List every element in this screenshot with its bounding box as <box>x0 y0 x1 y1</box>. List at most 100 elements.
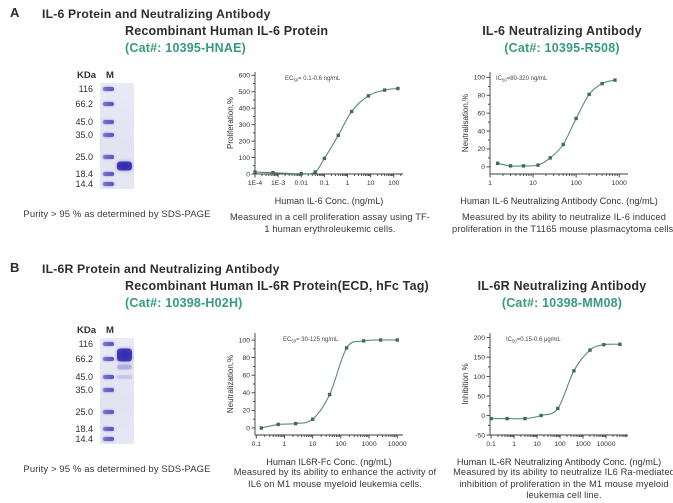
y-axis-label: Neutralization,% <box>226 355 235 413</box>
svg-text:20: 20 <box>242 408 250 415</box>
kda-marker-label: 116 <box>78 339 93 350</box>
kda-marker-label: 45.0 <box>75 117 93 128</box>
purity-note: Purity > 95 % as determined by SDS-PAGE <box>23 464 211 475</box>
kda-marker-label: 66.2 <box>75 99 93 110</box>
data-points <box>495 78 617 168</box>
panel-label: B <box>10 260 20 275</box>
panel-heading: IL-6 Protein and Neutralizing Antibody <box>42 7 271 21</box>
il6r-neutralization-chart: 0 20 40 60 80 100 0.1 1 10 100 1000 10000 Human IL6R… <box>226 333 407 467</box>
il6r-antibody-inhibition-chart: -50 0 50 100 150 200 0.1 1 10 100 1000 10000 Human I… <box>457 333 661 467</box>
x-axis-label: Human IL-6R Neutralizing Antibody Conc. … <box>457 457 661 467</box>
svg-text:200: 200 <box>239 138 251 145</box>
il6-proliferation-chart: 0 100 200 300 400 500 600 1E-4 1E-3 0.01 0.1 1 10 100… <box>226 72 403 206</box>
svg-text:10: 10 <box>309 441 317 448</box>
gel-image <box>100 83 134 189</box>
svg-text:0.01: 0.01 <box>295 180 308 187</box>
data-points <box>489 342 622 421</box>
kda-marker-label: 18.4 <box>75 424 93 435</box>
kda-marker-label: 25.0 <box>75 152 93 163</box>
y-axis-label: Neutralisation,% <box>461 94 470 152</box>
svg-text:1000: 1000 <box>361 441 376 448</box>
svg-text:1000: 1000 <box>612 180 627 187</box>
kda-label-column: 116 66.2 45.0 35.0 25.0 18.4 14.4 <box>66 338 96 444</box>
svg-text:0: 0 <box>481 413 485 420</box>
svg-text:20: 20 <box>477 146 485 153</box>
svg-text:1: 1 <box>283 441 287 448</box>
svg-text:10000: 10000 <box>597 441 616 448</box>
svg-text:100: 100 <box>335 441 347 448</box>
marker-band <box>103 120 114 125</box>
svg-text:10: 10 <box>533 441 541 448</box>
svg-text:100: 100 <box>570 180 582 187</box>
marker-band <box>103 342 114 347</box>
svg-text:80: 80 <box>477 93 485 100</box>
svg-text:100: 100 <box>474 75 486 82</box>
svg-text:0.1: 0.1 <box>320 180 330 187</box>
svg-text:1E-4: 1E-4 <box>248 180 263 187</box>
antibody-title-block: IL-6 Neutralizing Antibody (Cat#: 10395-… <box>462 24 662 55</box>
protein-caption: Measured by its ability to enhance the a… <box>233 467 437 489</box>
kda-marker-label: 66.2 <box>75 354 93 365</box>
svg-text:-50: -50 <box>475 432 485 439</box>
dose-response-curve <box>497 79 616 167</box>
svg-text:300: 300 <box>239 122 251 129</box>
panel-label: A <box>10 5 20 20</box>
ec50-annotation: EC50= 30-125 ng/mL <box>283 337 339 344</box>
kda-marker-label: 14.4 <box>75 178 93 189</box>
svg-text:0.1: 0.1 <box>252 441 262 448</box>
svg-text:400: 400 <box>239 105 251 112</box>
svg-text:50: 50 <box>477 393 485 400</box>
axes <box>251 72 403 178</box>
svg-text:1: 1 <box>512 441 516 448</box>
il6-antibody-neutralisation-chart: 0 20 40 60 80 100 1 10 100 1000 Human IL-6 Neutral… <box>460 72 658 206</box>
kda-marker-label: 116 <box>78 84 93 95</box>
kda-marker-label: 45.0 <box>75 372 93 383</box>
kda-header: KDa <box>76 70 96 81</box>
svg-text:100: 100 <box>388 180 400 187</box>
svg-text:100: 100 <box>239 155 251 162</box>
data-points <box>259 338 399 430</box>
protein-caption: Measured in a cell proliferation assay u… <box>230 212 430 234</box>
svg-text:100: 100 <box>239 337 251 344</box>
purity-note: Purity > 95 % as determined by SDS-PAGE <box>23 209 211 220</box>
svg-text:40: 40 <box>477 128 485 135</box>
antibody-catalog-number: (Cat#: 10398-MM08) <box>501 296 623 310</box>
kda-marker-label: 25.0 <box>75 407 93 418</box>
kda-marker-label: 18.4 <box>75 169 93 180</box>
marker-lane-header: M <box>106 325 114 336</box>
x-axis-label: Human IL-6 Neutralizing Antibody Conc. (… <box>460 196 658 206</box>
kda-marker-label: 14.4 <box>75 433 93 444</box>
svg-text:10: 10 <box>529 180 537 187</box>
protein-title-block: Recombinant Human IL-6 Protein (Cat#: 10… <box>125 24 328 55</box>
protein-title-block: Recombinant Human IL-6R Protein(ECD, hFc… <box>125 279 429 310</box>
svg-text:0: 0 <box>481 164 485 171</box>
svg-text:200: 200 <box>474 335 486 342</box>
marker-band <box>103 87 114 92</box>
svg-text:60: 60 <box>477 110 485 117</box>
x-axis-label: Human IL-6 Conc. (ng/mL) <box>275 196 384 206</box>
marker-band <box>103 387 114 392</box>
svg-text:60: 60 <box>242 373 250 380</box>
svg-text:1: 1 <box>488 180 492 187</box>
marker-band <box>103 181 114 186</box>
dose-response-curve <box>254 87 398 175</box>
kda-marker-label: 35.0 <box>75 129 93 140</box>
marker-band <box>103 102 114 107</box>
svg-text:100: 100 <box>474 374 486 381</box>
svg-text:100: 100 <box>554 441 566 448</box>
protein-title: Recombinant Human IL-6 Protein <box>125 24 329 38</box>
ec50-annotation: EC50= 0.1-0.6 ng/mL <box>285 76 341 83</box>
marker-lane-header: M <box>106 70 114 81</box>
marker-band <box>103 436 114 441</box>
svg-text:1000: 1000 <box>575 441 590 448</box>
svg-text:80: 80 <box>242 355 250 362</box>
dose-response-curve <box>491 343 620 420</box>
protein-catalog-number: (Cat#: 10398-H02H) <box>125 296 243 310</box>
marker-band <box>103 427 114 432</box>
axes <box>486 72 628 178</box>
protein-catalog-number: (Cat#: 10395-HNAE) <box>125 41 246 55</box>
axes <box>486 333 628 439</box>
protein-title: Recombinant Human IL-6R Protein(ECD, hFc… <box>125 279 429 293</box>
sample-band <box>117 364 132 370</box>
